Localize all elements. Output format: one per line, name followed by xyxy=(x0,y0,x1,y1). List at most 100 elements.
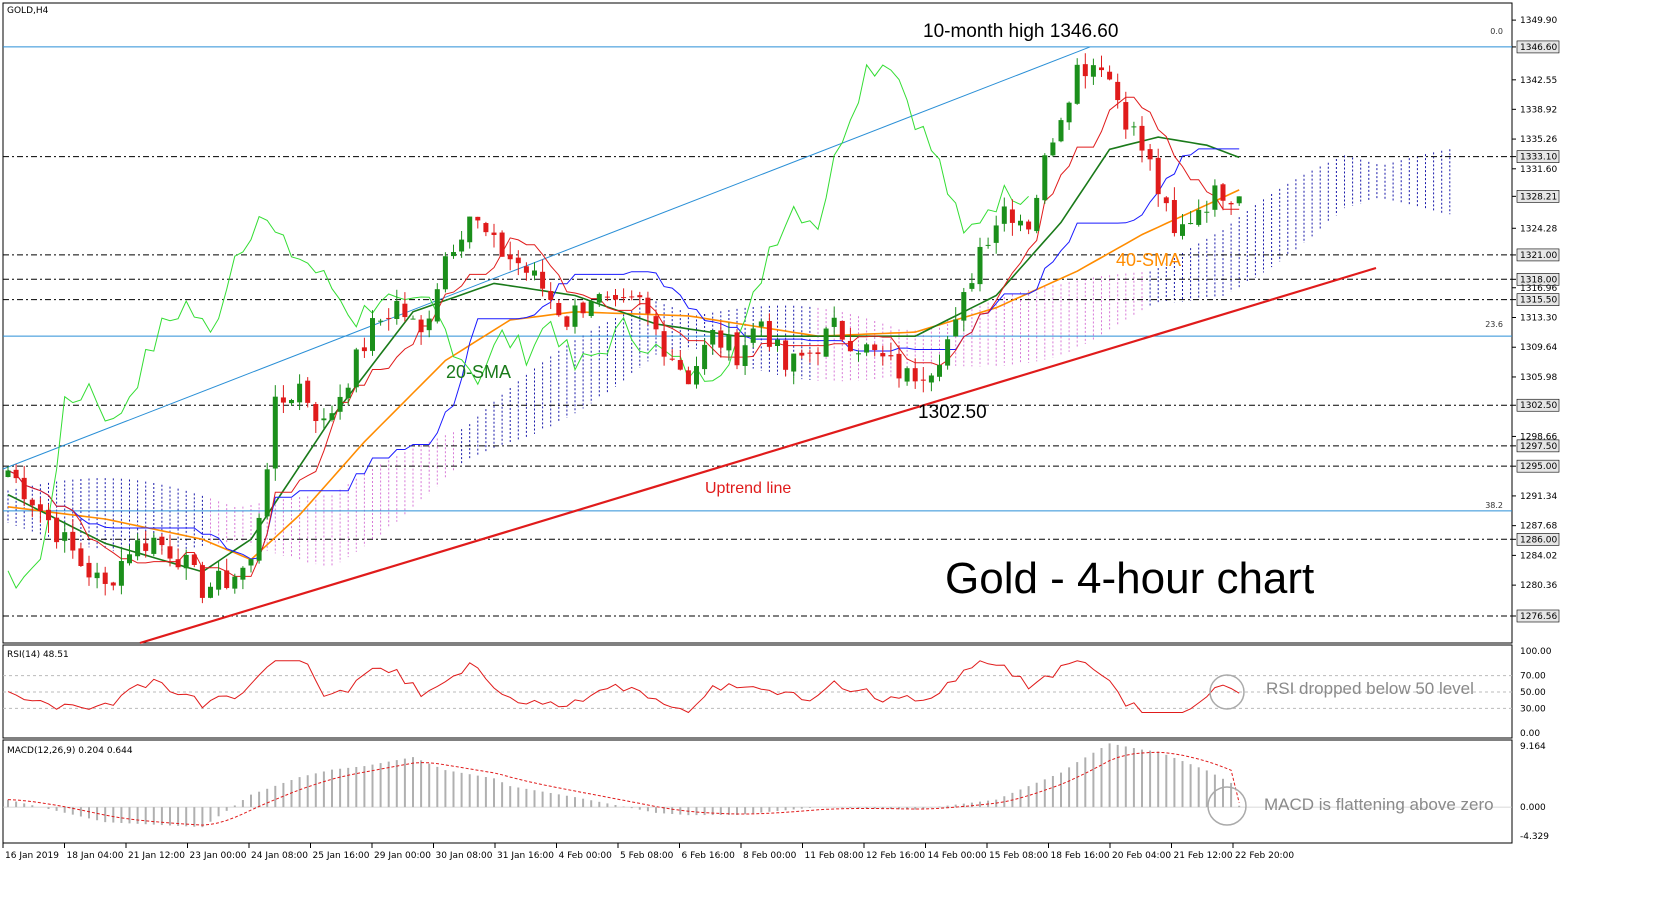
price-tick-label: 1284.02 xyxy=(1520,551,1557,561)
candle-body xyxy=(434,289,440,322)
candle-body xyxy=(1066,102,1072,123)
candle-body xyxy=(564,316,570,327)
price-tick-label: 1342.55 xyxy=(1520,76,1557,86)
price-tag xyxy=(1516,609,1560,623)
fib-diagonal-line xyxy=(2,46,1091,470)
candle-body xyxy=(459,239,465,252)
price-tick-label: 1298.66 xyxy=(1520,432,1557,442)
candle-body xyxy=(734,332,740,366)
candle-body xyxy=(256,517,262,561)
candle-body xyxy=(799,352,805,356)
macd-tick-label: 0.000 xyxy=(1520,803,1546,813)
price-tick-label: 1309.64 xyxy=(1520,343,1557,353)
time-tick-label: 6 Feb 16:00 xyxy=(682,851,736,861)
time-tick-label: 8 Feb 00:00 xyxy=(743,851,797,861)
candle-body xyxy=(1163,197,1169,204)
time-tick-label: 5 Feb 08:00 xyxy=(620,851,674,861)
candle-body xyxy=(29,499,35,506)
candle-body xyxy=(742,345,748,366)
uptrend-line-label: Uptrend line xyxy=(705,480,791,497)
candle-body xyxy=(418,319,424,333)
candle-body xyxy=(677,360,683,370)
candle-body xyxy=(1220,184,1226,201)
price-tick-label: 1302.50 xyxy=(1520,401,1557,411)
price-tick-label: 1286.00 xyxy=(1520,535,1557,545)
candle-body xyxy=(151,537,157,554)
rsi-panel xyxy=(2,644,1513,739)
fib-23-6-label: 23.6 xyxy=(1485,320,1503,329)
candle-body xyxy=(191,554,197,565)
candle-body xyxy=(1034,197,1040,232)
candle-body xyxy=(993,225,999,243)
candle-body xyxy=(758,321,764,327)
candle-body xyxy=(831,317,837,327)
price-tick-label: 1321.00 xyxy=(1520,251,1557,261)
candle-body xyxy=(985,244,991,246)
candle-body xyxy=(143,543,149,551)
candle-body xyxy=(613,295,618,300)
candle-body xyxy=(977,246,983,285)
time-tick-label: 18 Jan 04:00 xyxy=(67,851,124,861)
time-tick-label: 24 Jan 08:00 xyxy=(251,851,308,861)
price-tick-label: 1313.30 xyxy=(1520,313,1557,323)
candle-body xyxy=(588,301,594,316)
candle-body xyxy=(1115,81,1121,101)
candle-body xyxy=(175,559,181,568)
candle-body xyxy=(1196,209,1202,225)
candle-body xyxy=(1026,221,1032,230)
candle-body xyxy=(78,548,84,566)
candle-body xyxy=(1018,220,1023,226)
candle-body xyxy=(37,504,43,511)
chart-title: Gold - 4-hour chart xyxy=(945,554,1314,603)
candle-body xyxy=(378,320,384,322)
candle-body xyxy=(880,353,886,357)
candle-body xyxy=(1139,125,1145,151)
sma20-label: 20-SMA xyxy=(446,362,511,382)
chikou-line xyxy=(7,63,1029,589)
candle-body xyxy=(183,554,189,569)
candle-body xyxy=(645,297,651,314)
price-tick-label: 1280.36 xyxy=(1520,581,1557,591)
candle-body xyxy=(248,559,254,566)
candle-body xyxy=(499,232,505,257)
candle-body xyxy=(54,517,60,543)
candle-body xyxy=(1099,67,1104,71)
candle-body xyxy=(540,271,546,289)
candle-body xyxy=(1042,155,1048,201)
macd-tick-label: 9.164 xyxy=(1520,742,1546,752)
candle-body xyxy=(694,366,699,385)
price-tag xyxy=(1516,459,1560,473)
candle-body xyxy=(945,339,951,366)
candle-body xyxy=(604,296,610,298)
candle-body xyxy=(1074,64,1080,104)
candle-body xyxy=(13,469,19,479)
candle-body xyxy=(118,561,124,586)
price-tick-label: 1287.68 xyxy=(1520,522,1557,532)
candle-body xyxy=(629,296,635,298)
swing-low-label: 1302.50 xyxy=(918,402,987,423)
candle-body xyxy=(1171,200,1177,234)
horizontal-levels xyxy=(3,46,1512,617)
candle-body xyxy=(961,292,967,321)
candle-body xyxy=(475,216,481,221)
candle-body xyxy=(969,283,975,289)
candle-body xyxy=(1131,126,1137,128)
rsi-tick-label: 0.00 xyxy=(1520,729,1540,739)
candle-body xyxy=(402,303,408,318)
candle-body xyxy=(1090,65,1096,77)
candle-body xyxy=(815,352,821,355)
time-tick-label: 20 Feb 04:00 xyxy=(1112,851,1171,861)
price-tick-label: 1291.34 xyxy=(1520,492,1557,502)
candle-body xyxy=(775,339,780,347)
candle-body xyxy=(370,318,375,351)
candle-body xyxy=(305,380,311,403)
candle-body xyxy=(1180,224,1185,236)
price-tag xyxy=(1516,272,1560,286)
time-tick-label: 4 Feb 00:00 xyxy=(559,851,613,861)
candle-body xyxy=(904,368,910,382)
candle-body xyxy=(127,554,132,564)
time-tick-label: 31 Jan 16:00 xyxy=(497,851,554,861)
rsi-note: RSI dropped below 50 level xyxy=(1266,679,1474,698)
sma20-line xyxy=(7,136,1240,573)
